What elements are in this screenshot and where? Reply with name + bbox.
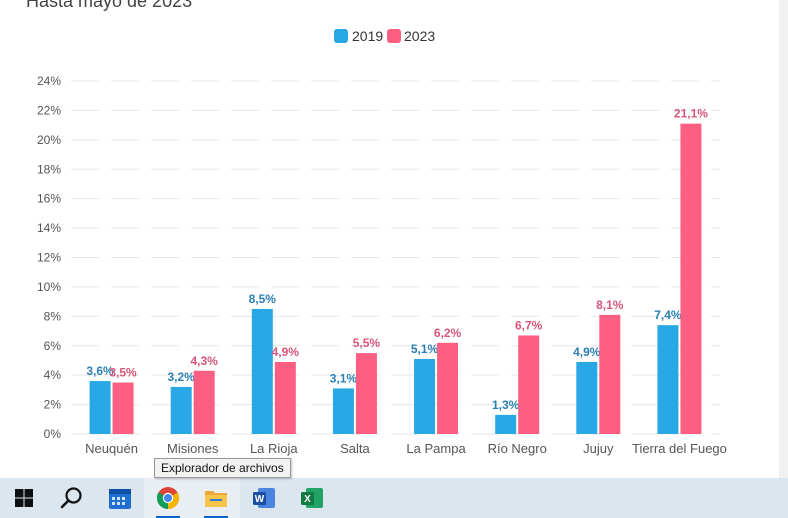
y-tick-label: 10%	[37, 280, 61, 294]
calendar-app-icon	[109, 489, 131, 509]
y-tick-label: 8%	[44, 309, 62, 323]
bar-2019	[414, 358, 436, 434]
data-label-2023: 6,7%	[515, 318, 543, 332]
data-label-2023: 4,9%	[272, 345, 300, 359]
windows-start-icon	[15, 489, 33, 507]
bar-2019	[657, 325, 679, 434]
bar-chart: 0% 2% 4% 6% 8% 10% 12% 14% 16% 18% 20% 22% 24% 2019 20…	[37, 28, 727, 456]
y-tick-label: 6%	[44, 339, 62, 353]
data-label-2019: 1,3%	[492, 398, 520, 412]
bar-2019	[332, 388, 354, 434]
bar-2023	[355, 353, 377, 434]
bar-2023	[112, 382, 134, 434]
x-tick-label: Tierra del Fuego	[632, 441, 727, 456]
y-tick-label: 24%	[37, 74, 61, 88]
data-label-2023: 3,5%	[109, 366, 137, 380]
bar-2023	[274, 361, 296, 434]
y-tick-label: 4%	[44, 368, 62, 382]
taskbar: W X	[0, 478, 788, 518]
x-tick-label: Jujuy	[583, 441, 614, 456]
data-label-2019: 3,1%	[330, 371, 358, 385]
data-label-2023: 5,5%	[353, 336, 381, 350]
y-tick-label: 0%	[44, 427, 62, 441]
data-label-2023: 6,2%	[434, 326, 462, 340]
legend-label-2019: 2019	[352, 28, 383, 44]
chart-area: Hasta mayo de 2023 0% 2% 4% 6% 8% 10% 12% 14% 16…	[26, 0, 788, 478]
bar-2019	[89, 381, 111, 434]
excel-icon: X	[301, 488, 323, 508]
bar-2023	[437, 342, 459, 434]
data-label-2023: 4,3%	[191, 354, 219, 368]
bar-2019	[170, 386, 192, 434]
y-tick-label: 14%	[37, 221, 61, 235]
file-explorer-button[interactable]	[192, 478, 240, 518]
bar-2019	[495, 414, 517, 434]
data-label-2019: 5,1%	[411, 342, 439, 356]
x-tick-label: La Pampa	[406, 441, 466, 456]
data-label-2019: 4,9%	[573, 345, 601, 359]
bar-2023	[680, 123, 702, 434]
y-tick-label: 18%	[37, 162, 61, 176]
legend-swatch-2023	[387, 29, 401, 43]
chrome-button[interactable]	[144, 478, 192, 518]
chrome-icon	[157, 487, 179, 509]
data-label-2019: 3,6%	[86, 364, 114, 378]
taskbar-tooltip: Explorador de archivos	[154, 458, 291, 478]
data-label-2019: 8,5%	[249, 292, 277, 306]
y-tick-label: 22%	[37, 103, 61, 117]
bar-2023	[599, 314, 621, 434]
start-button[interactable]	[0, 478, 48, 518]
x-tick-label: Misiones	[167, 441, 219, 456]
svg-text:X: X	[304, 494, 311, 505]
y-tick-label: 20%	[37, 133, 61, 147]
data-label-2023: 21,1%	[674, 107, 708, 121]
x-tick-label: Neuquén	[85, 441, 138, 456]
calendar-app-button[interactable]	[96, 478, 144, 518]
bar-2019	[576, 361, 598, 434]
bar-2019	[251, 308, 273, 434]
word-icon: W	[253, 488, 275, 508]
x-tick-label: Salta	[340, 441, 370, 456]
y-tick-label: 12%	[37, 251, 61, 265]
data-label-2019: 7,4%	[654, 308, 682, 322]
data-label-2019: 3,2%	[168, 370, 196, 384]
word-button[interactable]: W	[240, 478, 288, 518]
x-tick-label: La Rioja	[250, 441, 298, 456]
legend-swatch-2019	[334, 29, 348, 43]
chart-subtitle: Hasta mayo de 2023	[26, 0, 193, 11]
data-label-2023: 8,1%	[596, 298, 624, 312]
legend-label-2023: 2023	[404, 28, 435, 44]
file-explorer-icon	[205, 491, 227, 507]
search-icon	[60, 487, 82, 509]
x-tick-label: Río Negro	[488, 441, 547, 456]
scrollbar[interactable]	[779, 0, 788, 478]
y-tick-label: 16%	[37, 192, 61, 206]
svg-text:W: W	[255, 494, 265, 505]
bar-2023	[193, 370, 215, 434]
y-tick-label: 2%	[44, 398, 62, 412]
search-button[interactable]	[48, 478, 96, 518]
bar-2023	[518, 335, 540, 434]
excel-button[interactable]: X	[288, 478, 336, 518]
